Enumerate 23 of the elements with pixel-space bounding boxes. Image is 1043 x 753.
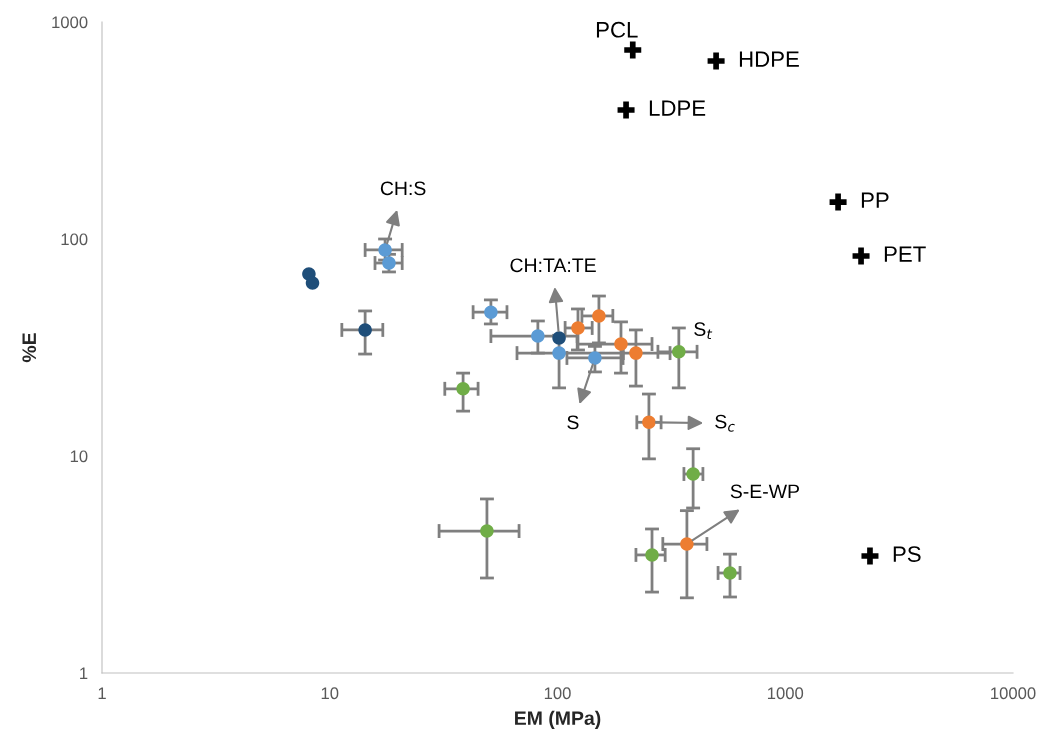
- y-axis-title: %E: [22, 333, 37, 363]
- y-tick-label: 100: [61, 233, 88, 246]
- annotation: S$_{c}$: [715, 414, 735, 432]
- x-tick-label: 1: [98, 687, 106, 699]
- x-tick-label: 100: [544, 687, 571, 700]
- x-tick-label: 10000: [991, 687, 1036, 700]
- annotation: S: [567, 415, 579, 430]
- x-tick-label: 10: [321, 687, 339, 700]
- series-label: LDPE: [649, 100, 706, 116]
- y-tick-label: 1000: [52, 16, 88, 29]
- y-tick-label: 1: [80, 667, 88, 680]
- annotation: S-E-WP: [730, 484, 799, 499]
- y-tick-label: 10: [70, 450, 88, 463]
- series-label: PP: [861, 192, 889, 208]
- x-tick-label: 1000: [767, 687, 804, 700]
- annotation: CH:S: [380, 181, 426, 196]
- series-label: PET: [884, 246, 926, 262]
- series-label: PS: [893, 546, 921, 562]
- annotation: CH:TA:TE: [510, 258, 596, 273]
- annotation: S$_{t}$: [694, 322, 713, 340]
- series-label: HDPE: [739, 51, 799, 67]
- series-label: PCL: [596, 21, 638, 38]
- x-axis-title: EM (MPa): [515, 710, 601, 729]
